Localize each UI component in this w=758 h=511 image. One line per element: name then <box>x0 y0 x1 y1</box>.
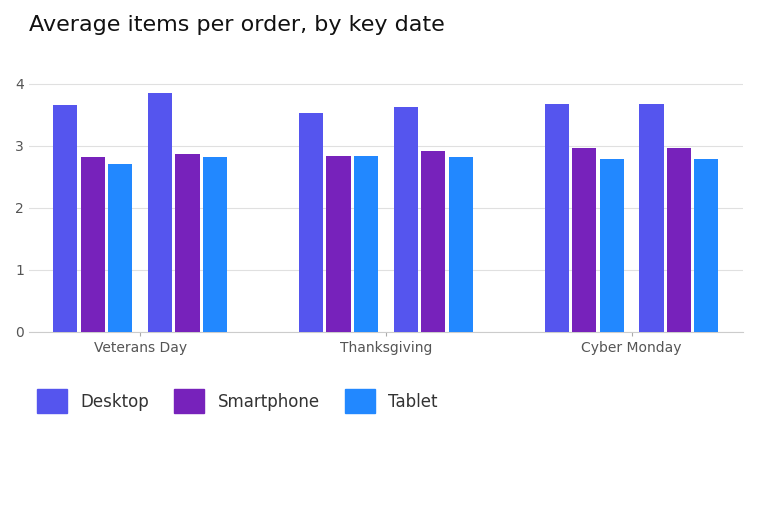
Bar <box>449 157 473 332</box>
Legend: Desktop, Smartphone, Tablet: Desktop, Smartphone, Tablet <box>37 389 437 413</box>
Bar <box>354 156 378 332</box>
Bar <box>600 159 624 332</box>
Bar <box>53 105 77 332</box>
Bar <box>421 151 445 332</box>
Bar <box>175 154 199 332</box>
Bar <box>148 93 172 332</box>
Bar <box>203 157 227 332</box>
Text: Average items per order, by key date: Average items per order, by key date <box>29 15 444 35</box>
Bar <box>572 148 597 332</box>
Bar <box>639 104 663 332</box>
Bar <box>667 148 691 332</box>
Bar <box>327 156 351 332</box>
Bar <box>108 165 133 332</box>
Bar <box>81 157 105 332</box>
Bar <box>694 159 719 332</box>
Bar <box>393 107 418 332</box>
Bar <box>299 113 323 332</box>
Bar <box>545 104 569 332</box>
